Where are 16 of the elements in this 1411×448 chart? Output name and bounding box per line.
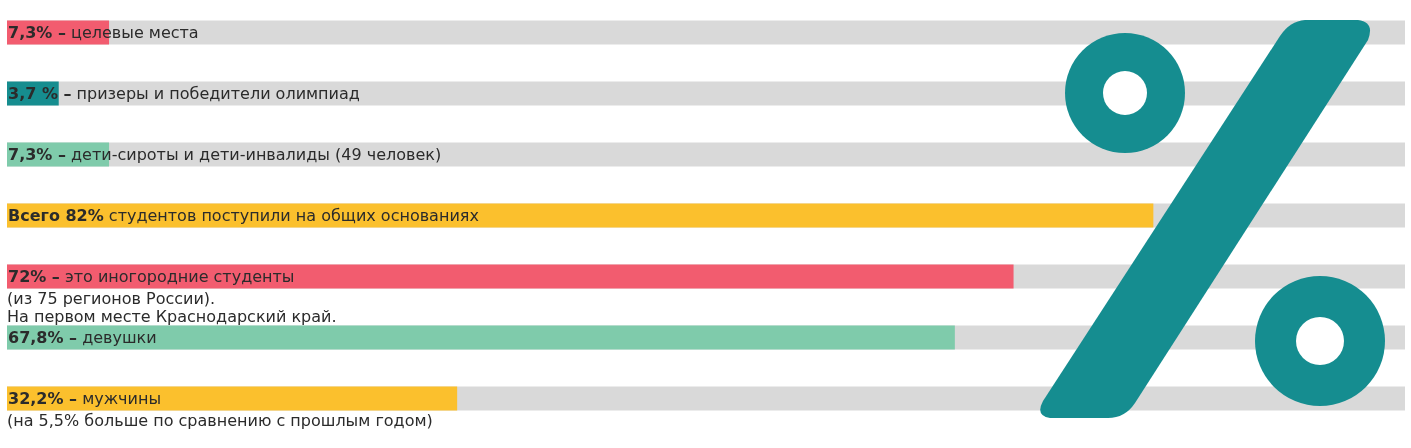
data-label: 7,3% – xyxy=(8,145,66,164)
data-label: 32,2% – xyxy=(8,389,78,408)
data-label: 3,7 % – xyxy=(8,84,72,103)
y-tick-label: девушки xyxy=(82,328,157,347)
y-tick-label: студентов поступили на общих основаниях xyxy=(108,206,479,225)
bar xyxy=(7,386,458,411)
y-tick-label: мужчины xyxy=(82,389,162,408)
data-label: 72% – xyxy=(8,267,60,286)
data-label: 67,8% – xyxy=(8,328,78,347)
data-label: 7,3% – xyxy=(8,23,66,42)
y-tick-label: это иногородние студенты xyxy=(64,267,295,286)
annotation: (из 75 регионов России). На первом месте Краснодарский край. xyxy=(7,289,337,326)
annotation: (на 5,5% больше по сравнению с прошлым годом) xyxy=(7,411,433,430)
y-tick-label: дети-сироты и дети-инвалиды (49 человек) xyxy=(71,145,442,164)
y-tick-label: призеры и победители олимпиад xyxy=(76,84,360,103)
data-label: Всего 82% xyxy=(8,206,104,225)
